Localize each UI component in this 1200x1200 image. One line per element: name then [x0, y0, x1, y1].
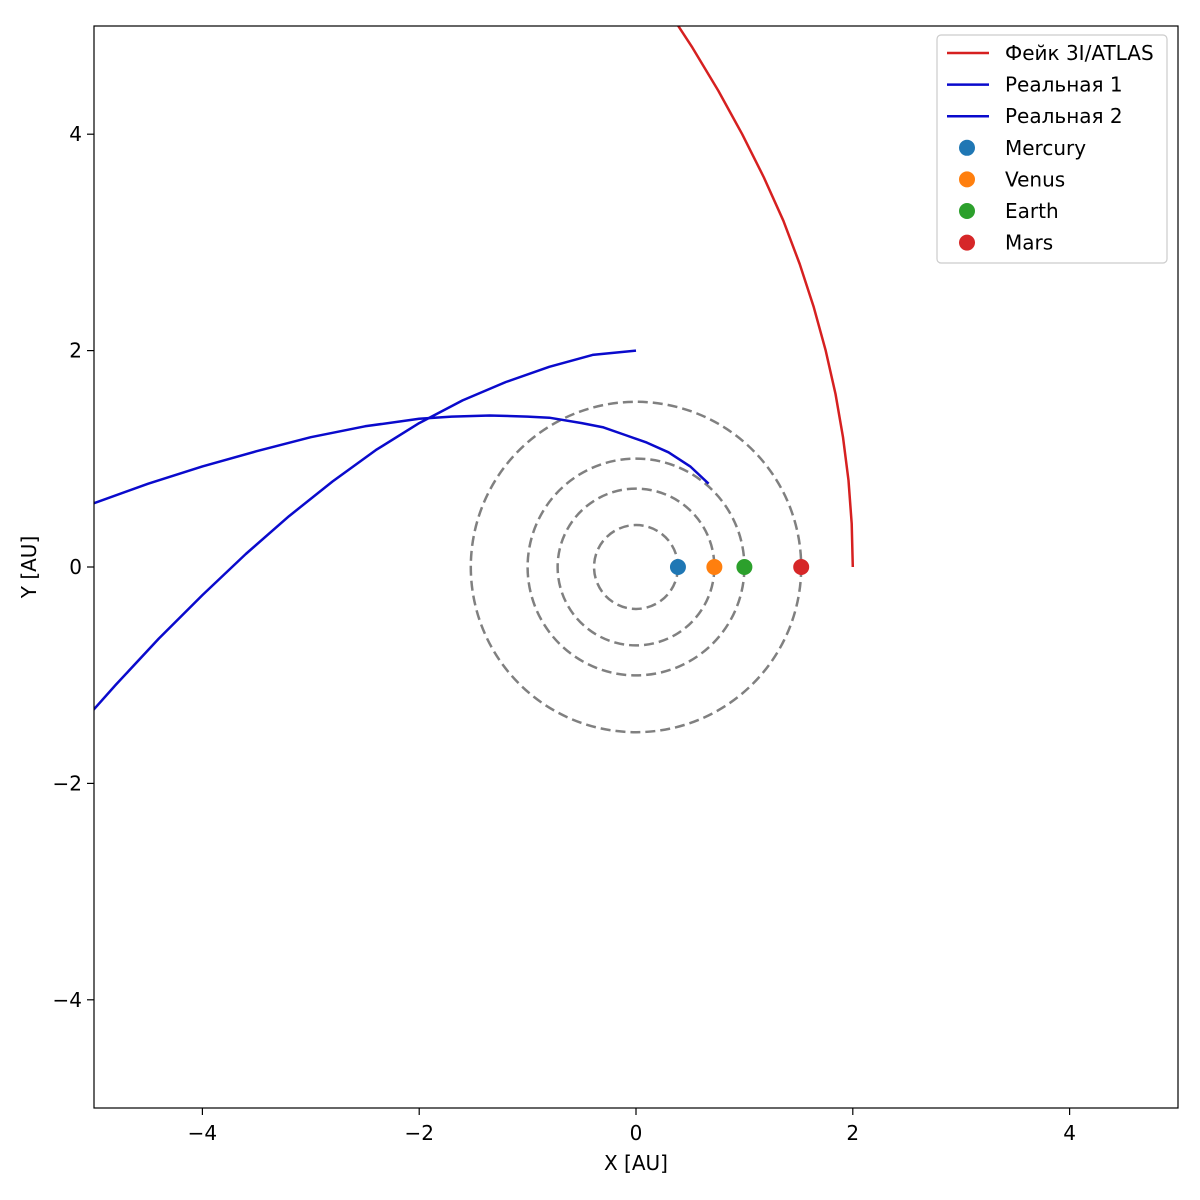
y-axis-label: Y [AU]: [17, 536, 41, 600]
x-tick-label: −4: [188, 1121, 217, 1145]
orbit-mercury: [592, 523, 680, 611]
planet-point-venus: [706, 559, 723, 575]
series-line-1: [676, 26, 855, 568]
planet-point-mercury: [669, 559, 686, 575]
legend-swatch-earth: [959, 203, 975, 219]
legend-box: [936, 34, 1168, 264]
legend-swatch-mars: [959, 234, 975, 251]
orbit-venus: [556, 487, 716, 647]
x-tick-label: −2: [404, 1121, 433, 1145]
series-line-2: [94, 349, 637, 712]
planet-group: [669, 559, 810, 575]
legend-swatch-venus: [959, 171, 975, 188]
legend-swatch-mercury: [959, 139, 975, 156]
legend-label-mercury: Mercury: [1005, 136, 1086, 160]
legend: Фейк 3I/ATLAS Реальная 1 Реальная 2 Mercury…: [936, 34, 1168, 264]
x-tick-label: 2: [846, 1121, 859, 1145]
y-tick-label: 2: [69, 339, 82, 363]
series-group: [94, 26, 855, 712]
x-axis-ticks: −4 −2 0 2 4: [188, 1108, 1076, 1145]
series-line-3: [94, 414, 710, 505]
y-tick-label: 4: [69, 122, 82, 146]
legend-label-mars: Mars: [1005, 231, 1053, 255]
y-tick-label: 0: [69, 555, 82, 579]
legend-label-earth: Earth: [1005, 199, 1059, 223]
planet-point-mars: [793, 559, 810, 575]
y-axis-ticks: −4 −2 0 2 4: [53, 122, 94, 1012]
planet-point-earth: [736, 559, 753, 575]
x-tick-label: 4: [1063, 1121, 1076, 1145]
y-tick-label: −4: [53, 988, 82, 1012]
x-axis-label: X [AU]: [604, 1151, 668, 1175]
legend-label-venus: Venus: [1005, 167, 1065, 191]
legend-label-series-3: Реальная 2: [1005, 104, 1123, 128]
legend-label-series-2: Реальная 1: [1005, 73, 1123, 97]
x-tick-label: 0: [630, 1121, 643, 1145]
legend-label-series-1: Фейк 3I/ATLAS: [1005, 41, 1154, 65]
y-tick-label: −2: [53, 771, 82, 795]
